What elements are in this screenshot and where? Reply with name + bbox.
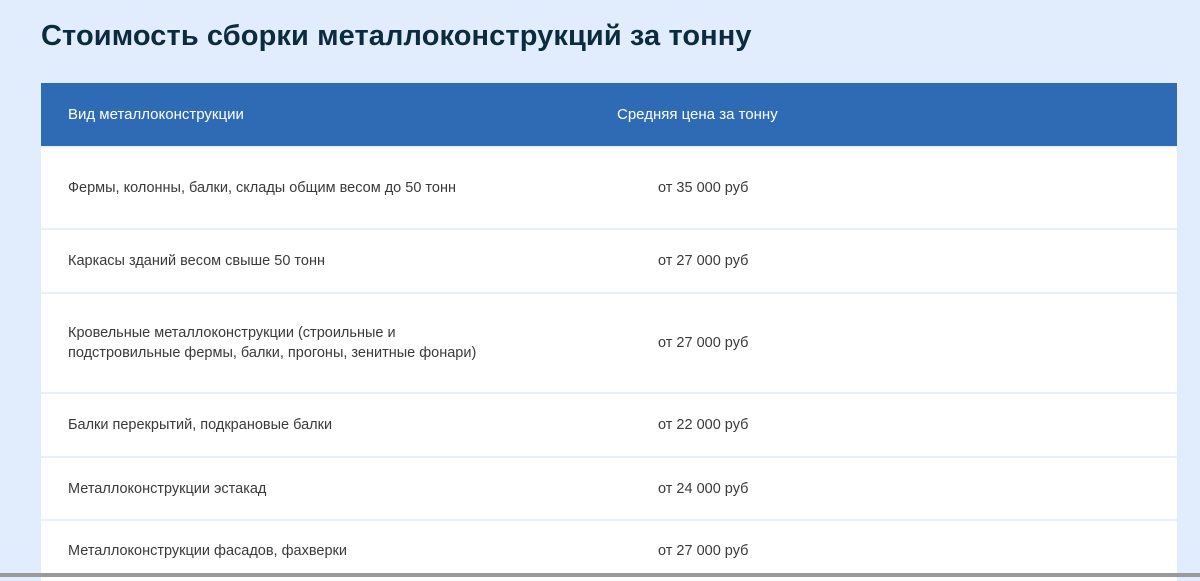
column-header-price: Средняя цена за тонну <box>617 106 778 123</box>
page-title: Стоимость сборки металлоконструкций за т… <box>41 20 752 52</box>
row-type: Балки перекрытий, подкрановые балки <box>68 417 333 433</box>
bottom-border <box>0 573 1200 577</box>
table-row: Балки перекрытий, подкрановые балки от 2… <box>41 392 1177 456</box>
column-header-type: Вид металлоконструкции <box>68 106 244 123</box>
table-row: Металлоконструкции фасадов, фахверки от … <box>41 519 1177 581</box>
row-price: от 27 000 руб <box>658 543 749 559</box>
row-price: от 22 000 руб <box>658 417 749 433</box>
table-row: Фермы, колонны, балки, склады общим весо… <box>41 146 1177 228</box>
table-row: Каркасы зданий весом свыше 50 тонн от 27… <box>41 228 1177 292</box>
row-type: Металлоконструкции фасадов, фахверки <box>68 543 347 559</box>
row-price: от 27 000 руб <box>658 253 749 269</box>
row-type: Фермы, колонны, балки, склады общим весо… <box>68 180 456 196</box>
row-type: Металлоконструкции эстакад <box>68 480 267 497</box>
row-price: от 27 000 руб <box>658 335 749 351</box>
row-type: Кровельные металлоконструкции (строильны… <box>68 325 477 361</box>
row-price: от 35 000 руб <box>658 180 749 196</box>
row-type: Каркасы зданий весом свыше 50 тонн <box>68 253 325 269</box>
price-table: Вид металлоконструкции Средняя цена за т… <box>41 83 1177 581</box>
row-price: от 24 000 руб <box>658 480 749 497</box>
table-row: Металлоконструкции эстакад от 24 000 руб <box>41 456 1177 519</box>
table-row: Кровельные металлоконструкции (строильны… <box>41 292 1177 392</box>
table-header: Вид металлоконструкции Средняя цена за т… <box>41 83 1177 146</box>
